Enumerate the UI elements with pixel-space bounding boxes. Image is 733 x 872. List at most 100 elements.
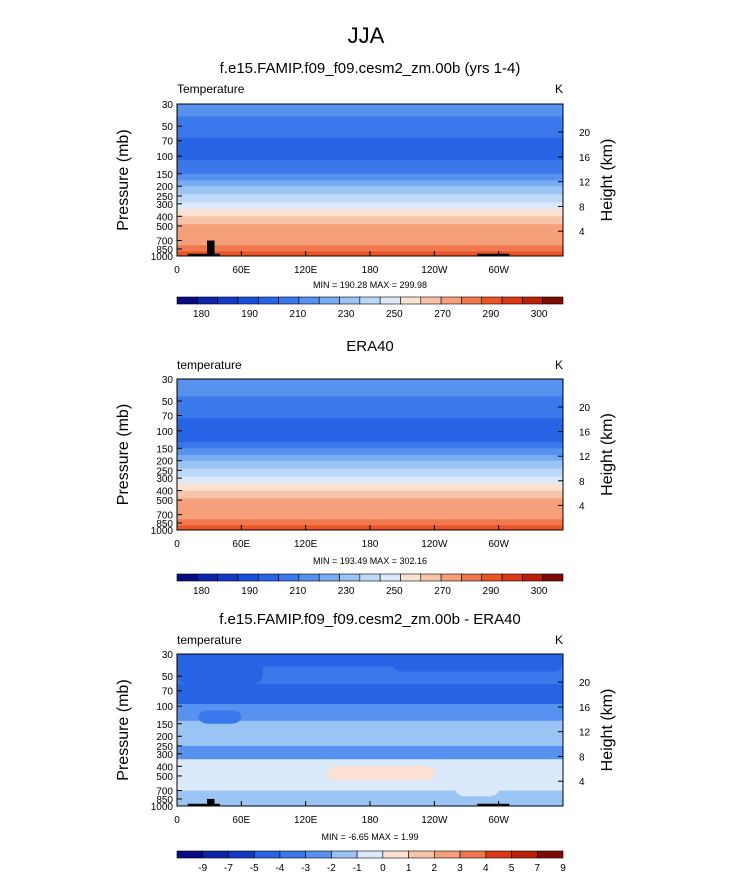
colorbar: 180 190 210 230 250 270 290 300 bbox=[176, 296, 564, 320]
colorbar-swatch bbox=[197, 296, 218, 305]
pressure-tick-label: 150 bbox=[156, 444, 173, 455]
panel-model: f.e15.FAMIP.f09_f09.cesm2_zm.00b (yrs 1-… bbox=[115, 60, 616, 320]
colorbar-swatch bbox=[318, 296, 340, 305]
pressure-tick-label: 1000 bbox=[151, 802, 174, 813]
colorbar-swatch bbox=[440, 573, 462, 582]
colorbar-label: 2 bbox=[432, 863, 438, 872]
longitude-tick-label: 120E bbox=[294, 265, 318, 276]
topography-mask bbox=[207, 798, 215, 806]
colorbar-swatch bbox=[481, 573, 503, 582]
colorbar-swatch bbox=[501, 573, 523, 582]
contour-band bbox=[177, 202, 563, 210]
pressure-tick-label: 200 bbox=[156, 732, 173, 743]
contour-band bbox=[177, 209, 563, 217]
colorbar-swatch bbox=[253, 850, 281, 859]
colorbar-swatch bbox=[278, 573, 300, 582]
colorbar-label: -3 bbox=[301, 863, 310, 872]
colorbar-label: 190 bbox=[241, 586, 258, 597]
topography-mask bbox=[187, 253, 220, 256]
pressure-tick-label: 200 bbox=[156, 182, 173, 193]
height-tick-label: 12 bbox=[579, 728, 591, 739]
pressure-tick-label: 250 bbox=[156, 466, 173, 477]
contour-band bbox=[177, 173, 563, 181]
pressure-tick-label: 70 bbox=[162, 411, 174, 422]
topography-mask bbox=[477, 803, 510, 806]
pressure-tick-label: 70 bbox=[162, 687, 174, 698]
colorbar-label: 210 bbox=[290, 309, 307, 320]
pressure-tick-label: 300 bbox=[156, 200, 173, 211]
longitude-tick-label: 0 bbox=[174, 265, 180, 276]
contour-band bbox=[177, 703, 563, 722]
colorbar-label: -4 bbox=[275, 863, 284, 872]
pressure-tick-label: 70 bbox=[162, 137, 174, 148]
colorbar-swatch bbox=[400, 573, 422, 582]
contour-band bbox=[177, 418, 563, 443]
panel-title: f.e15.FAMIP.f09_f09.cesm2_zm.00b - ERA40 bbox=[219, 611, 521, 628]
contour-band bbox=[177, 194, 563, 203]
height-tick-label: 20 bbox=[579, 678, 591, 689]
pressure-tick-label: 400 bbox=[156, 212, 173, 223]
colorbar-label: 3 bbox=[457, 863, 463, 872]
contour-band bbox=[177, 165, 563, 175]
colorbar-swatch bbox=[278, 296, 300, 305]
longitude-tick-label: 60W bbox=[488, 539, 509, 550]
contour-band bbox=[177, 186, 563, 195]
pressure-tick-label: 500 bbox=[156, 222, 173, 233]
contour-band bbox=[177, 720, 563, 747]
colorbar-swatch bbox=[461, 296, 483, 305]
contour-band bbox=[177, 408, 563, 419]
contour-plot: 3050701001502002503004005007008501000481… bbox=[151, 375, 591, 550]
pressure-tick-label: 50 bbox=[162, 672, 174, 683]
panel-title: ERA40 bbox=[346, 338, 394, 355]
longitude-tick-label: 60W bbox=[488, 815, 509, 826]
longitude-tick-label: 60E bbox=[232, 265, 250, 276]
colorbar-swatch bbox=[379, 296, 401, 305]
main-title: JJA bbox=[348, 23, 385, 48]
colorbar-swatch bbox=[237, 573, 259, 582]
colorbar-label: 250 bbox=[386, 586, 403, 597]
pressure-tick-label: 150 bbox=[156, 170, 173, 181]
longitude-tick-label: 60E bbox=[232, 815, 250, 826]
contour-band bbox=[177, 396, 563, 410]
colorbar-label: 270 bbox=[434, 586, 451, 597]
colorbar-label: 180 bbox=[193, 586, 210, 597]
pressure-tick-label: 50 bbox=[162, 122, 174, 133]
colorbar-swatch bbox=[420, 296, 442, 305]
colorbar-label: 180 bbox=[193, 309, 210, 320]
colorbar-swatch bbox=[382, 850, 409, 859]
colorbar-label: 190 bbox=[241, 309, 258, 320]
height-tick-label: 12 bbox=[579, 452, 591, 463]
height-tick-label: 12 bbox=[579, 178, 591, 189]
colorbar-swatch bbox=[279, 850, 306, 859]
colorbar-swatch bbox=[459, 850, 487, 859]
contour-band bbox=[177, 684, 563, 705]
longitude-tick-label: 60W bbox=[488, 265, 509, 276]
contour-plot: 3050701001502002503004005007008501000481… bbox=[151, 100, 591, 276]
pressure-tick-label: 300 bbox=[156, 750, 173, 761]
contour-band bbox=[177, 498, 563, 508]
height-tick-label: 20 bbox=[579, 403, 591, 414]
contour-patch bbox=[177, 654, 263, 685]
pressure-tick-label: 300 bbox=[156, 474, 173, 485]
colorbar-swatch bbox=[356, 850, 384, 859]
height-tick-label: 20 bbox=[579, 128, 591, 139]
contour-band bbox=[177, 745, 563, 760]
contour-patch bbox=[391, 654, 563, 672]
pressure-axis-label: Pressure (mb) bbox=[115, 129, 132, 230]
min-max-stats: MIN = 190.28 MAX = 299.98 bbox=[313, 280, 427, 290]
longitude-tick-label: 120W bbox=[421, 265, 448, 276]
contour-patch bbox=[327, 766, 435, 781]
colorbar: -9 -7 -5 -4 -3 -2 -1 0 1 2 3 4 5 7 9 bbox=[176, 850, 566, 872]
pressure-tick-label: 50 bbox=[162, 397, 174, 408]
contour-band bbox=[177, 506, 563, 520]
contour-fill bbox=[177, 379, 563, 530]
contour-band bbox=[177, 460, 563, 470]
colorbar-label: 230 bbox=[338, 586, 355, 597]
pressure-tick-label: 500 bbox=[156, 496, 173, 507]
colorbar-label: 250 bbox=[386, 309, 403, 320]
contour-band bbox=[177, 519, 563, 526]
pressure-tick-label: 30 bbox=[162, 650, 174, 661]
colorbar-swatch bbox=[318, 573, 340, 582]
height-tick-label: 16 bbox=[579, 703, 591, 714]
panel-era40: ERA40 temperature K Pressure (mb) Height… bbox=[115, 338, 616, 597]
